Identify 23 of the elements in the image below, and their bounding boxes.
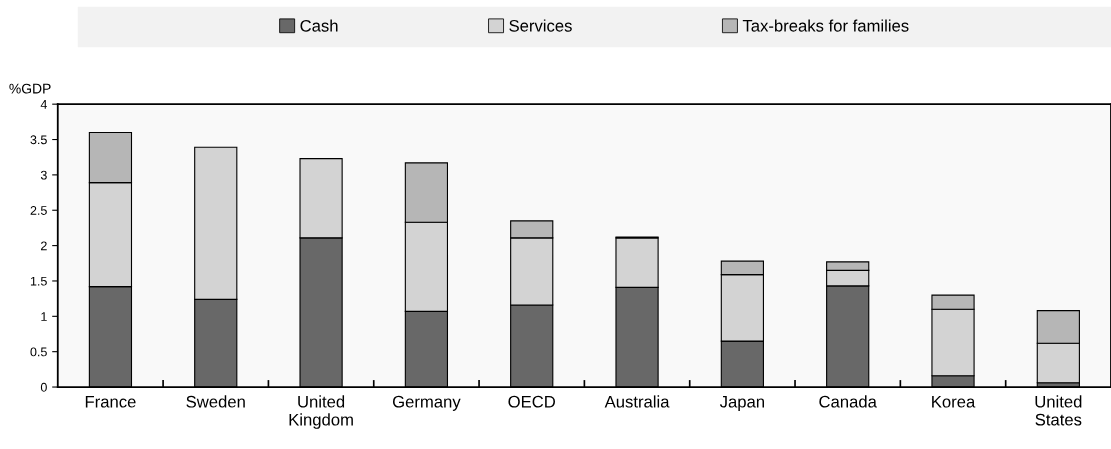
x-tick-label: United Kingdom [289,395,353,429]
x-tick-label: OECD [508,395,555,408]
x-tick-label: Australia [604,395,670,408]
y-tick-label: 0 [40,382,47,392]
x-tick-label: France [85,395,136,408]
y-axis-title: %GDP [9,83,51,94]
y-tick-label: 2.5 [30,206,47,215]
y-tick-label: 3.5 [30,135,47,145]
y-tick-label: 0.5 [30,347,47,357]
x-tick-label: Canada [819,395,877,408]
y-tick-label: 1.5 [30,276,47,286]
x-tick-label: Korea [932,395,976,408]
x-tick-label: Sweden [186,395,245,408]
y-tick-label: 4 [40,100,47,109]
y-tick-label: 1 [41,312,47,321]
legend-label: Cash [300,19,338,32]
x-tick-label: Japan [719,395,764,411]
x-tick-label: Germany [392,395,461,411]
legend-label: Services [509,19,572,32]
y-tick-label: 3 [40,170,47,180]
x-tick-label: United States [1035,395,1082,426]
legend-label: Tax-breaks for families [742,19,909,32]
y-tick-label: 2 [41,241,47,251]
